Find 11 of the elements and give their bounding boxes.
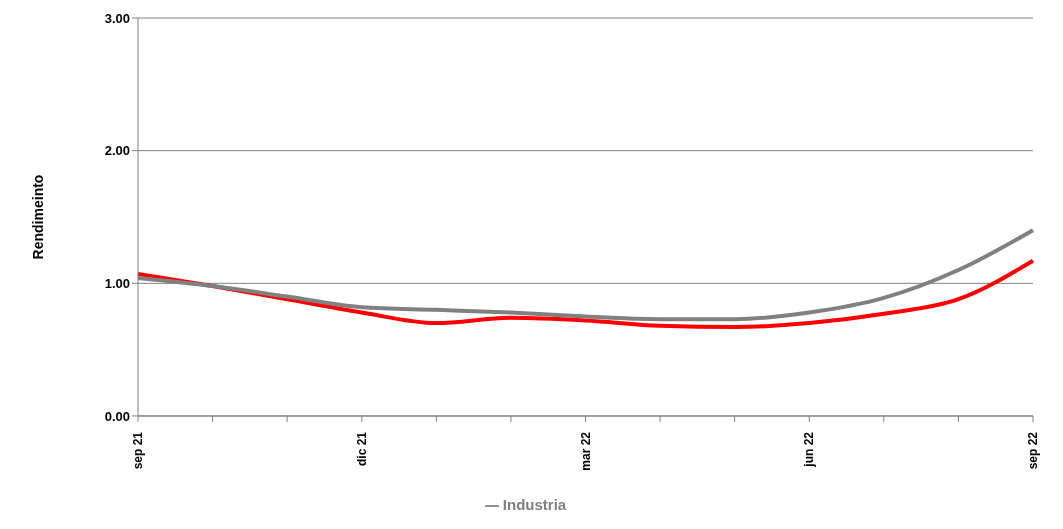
x-tick-label: mar 22 [578, 431, 593, 471]
y-tick-label: 2.00 [104, 143, 130, 159]
x-tick-label: sep 21 [131, 431, 145, 470]
y-tick-label: 0.00 [104, 408, 130, 424]
x-tick-label: dic 21 [354, 431, 369, 466]
legend-label: Industria [502, 495, 567, 513]
y-tick-label: 1.00 [104, 275, 130, 291]
y-tick-label: 3.00 [104, 10, 130, 26]
x-tick-label: jun 22 [802, 431, 817, 468]
x-tick-label: sep 22 [1026, 431, 1040, 470]
y-axis-title: Rendimeinto [29, 174, 46, 260]
